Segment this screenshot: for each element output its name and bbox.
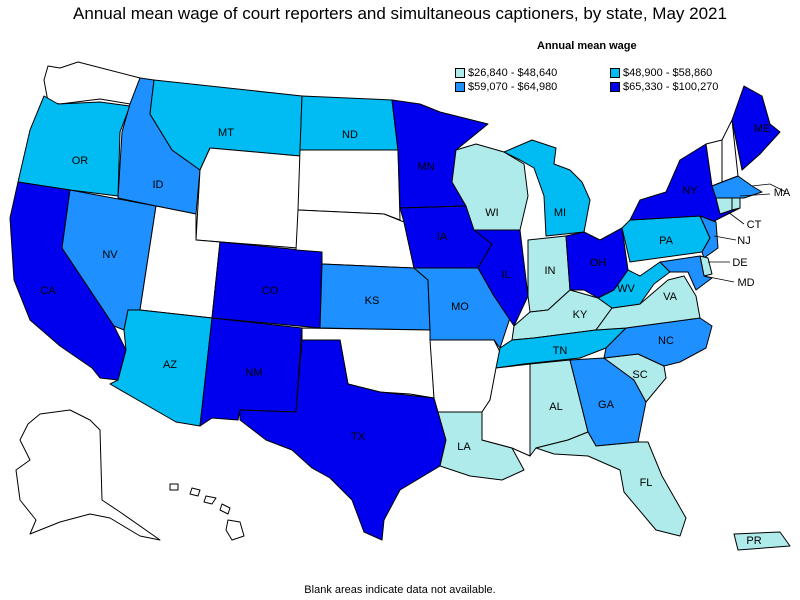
state-PR [733, 531, 791, 551]
state-AK [15, 409, 161, 541]
state-WI [451, 143, 529, 231]
legend-swatch [610, 81, 620, 92]
state-WA [43, 61, 141, 105]
legend-item-bin-4: $65,330 - $100,270 [610, 80, 718, 93]
label-leader-lines [703, 193, 771, 283]
nova-scotia-outline [751, 183, 787, 193]
legend-item-bin-2: $48,900 - $58,860 [610, 66, 712, 79]
state-label-AL: AL [549, 401, 562, 413]
legend-title: Annual mean wage [537, 40, 637, 52]
legend-item-bin-1: $26,840 - $48,640 [455, 66, 557, 79]
state-label-NJ: NJ [737, 235, 750, 247]
state-label-KY: KY [573, 309, 588, 321]
state-MI [503, 139, 591, 237]
state-label-LA: LA [457, 441, 471, 453]
state-label-ME: ME [754, 123, 771, 135]
state-label-KS: KS [365, 295, 380, 307]
state-label-MD: MD [737, 277, 754, 289]
state-label-IL: IL [501, 269, 510, 281]
state-label-MA: MA [774, 187, 791, 199]
state-label-IN: IN [545, 265, 556, 277]
state-WY [195, 147, 301, 249]
state-label-NM: NM [245, 367, 262, 379]
state-NC [603, 317, 713, 367]
state-label-DE: DE [732, 257, 747, 269]
state-label-ND: ND [342, 129, 358, 141]
state-label-MI: MI [554, 207, 566, 219]
state-ME [731, 85, 781, 171]
legend-label: $65,330 - $100,270 [623, 80, 719, 93]
legend-swatch [455, 67, 465, 78]
state-label-TX: TX [351, 431, 366, 443]
state-label-MN: MN [417, 161, 434, 173]
state-IL [473, 229, 529, 327]
state-label-MT: MT [218, 127, 234, 139]
state-label-PR: PR [746, 535, 761, 547]
state-MD [659, 255, 713, 291]
state-RI [731, 197, 741, 211]
state-label-GA: GA [598, 399, 615, 411]
state-label-NC: NC [658, 335, 674, 347]
state-label-SC: SC [632, 369, 647, 381]
state-ND [299, 95, 399, 151]
state-label-CA: CA [40, 285, 56, 297]
state-NM [199, 317, 303, 427]
state-label-NY: NY [682, 185, 698, 197]
state-label-IA: IA [437, 231, 448, 243]
state-label-AZ: AZ [163, 359, 177, 371]
legend-swatch [455, 81, 465, 92]
state-TX [239, 339, 447, 541]
state-label-ID: ID [153, 179, 164, 191]
state-SD [297, 149, 401, 221]
footnote: Blank areas indicate data not available. [304, 584, 496, 596]
state-label-OR: OR [72, 155, 89, 167]
legend-swatch [610, 67, 620, 78]
legend-label: $48,900 - $58,860 [623, 66, 713, 79]
state-label-FL: FL [640, 477, 653, 489]
state-label-MO: MO [451, 301, 469, 313]
state-FL [535, 431, 687, 537]
state-label-CO: CO [262, 285, 279, 297]
state-HI [169, 483, 245, 541]
state-label-NV: NV [102, 249, 118, 261]
state-label-WI: WI [485, 207, 498, 219]
chart-title: Annual mean wage of court reporters and … [73, 4, 727, 23]
state-AZ [109, 309, 213, 427]
state-label-PA: PA [659, 235, 674, 247]
state-label-CT: CT [747, 219, 762, 231]
state-OR [17, 95, 131, 197]
state-label-WV: WV [617, 283, 635, 295]
state-label-OH: OH [590, 257, 607, 269]
state-label-TN: TN [553, 345, 568, 357]
legend-label: $26,840 - $48,640 [468, 66, 558, 79]
legend-item-bin-3: $59,070 - $64,980 [455, 80, 557, 93]
legend-label: $59,070 - $64,980 [468, 80, 558, 93]
state-label-VA: VA [663, 291, 678, 303]
